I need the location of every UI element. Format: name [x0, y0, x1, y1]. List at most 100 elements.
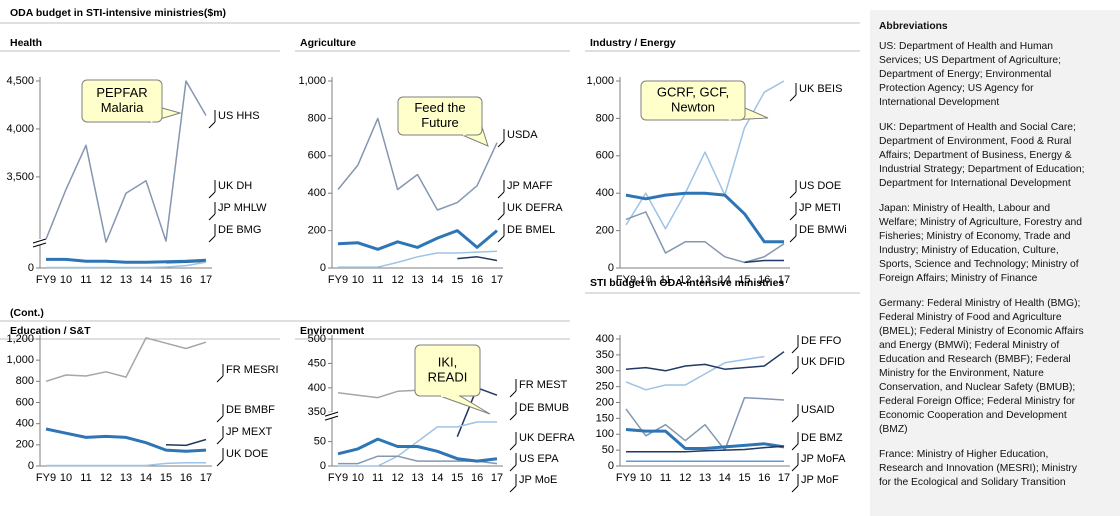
x-tick-label: 10: [352, 274, 364, 286]
panel-title: STI budget in ODA-intensive ministries: [590, 277, 784, 289]
abbreviation-line: US: Department of Health and Human: [879, 41, 1053, 52]
abbreviation-line: Department of Energy; Environmental: [879, 69, 1052, 80]
x-tick-label: 14: [140, 472, 152, 484]
x-tick-label: 16: [471, 472, 483, 484]
series-line: [46, 261, 207, 269]
series-label: UK DEFRA: [507, 202, 563, 214]
callout-box: [81, 79, 163, 123]
series-label: UK DH: [218, 180, 252, 192]
x-tick-label: 14: [719, 274, 731, 286]
x-tick-label: 10: [352, 472, 364, 484]
series-label: DE BMG: [218, 224, 261, 236]
x-tick-label: 14: [719, 472, 731, 484]
x-tick-label: 10: [60, 274, 72, 286]
callout-seam: [150, 107, 162, 123]
abbreviation-line: Federal Foreign Office; Federal Ministry…: [879, 396, 1076, 407]
callout-box: [640, 80, 746, 121]
cont-label: (Cont.): [10, 307, 44, 319]
series-label: DE BMUB: [519, 402, 569, 414]
series-line: [744, 259, 784, 264]
series-label: JP MHLW: [218, 202, 267, 214]
x-tick-label: 12: [100, 472, 112, 484]
series-line: [626, 445, 785, 453]
label-leader: [497, 213, 505, 221]
series-label: JP MAFF: [507, 180, 553, 192]
series-label: UK DEFRA: [519, 432, 575, 444]
x-tick-label: FY9: [36, 472, 56, 484]
series-line: [457, 256, 498, 262]
x-tick-label: 10: [640, 274, 652, 286]
x-tick-label: 13: [411, 274, 423, 286]
axis-break: [32, 242, 47, 248]
x-tick-label: 12: [392, 274, 404, 286]
axis-break-gap: [326, 412, 338, 419]
x-tick-label: 15: [451, 472, 463, 484]
label-leader: [208, 121, 216, 129]
series-line: [625, 428, 785, 450]
label-leader: [509, 464, 517, 472]
y-tick-label: 350: [308, 406, 326, 418]
series-line: [45, 337, 207, 383]
axis-break: [324, 415, 339, 421]
x-tick-label: FY9: [616, 274, 636, 286]
y-tick-label: 3,500: [6, 171, 34, 183]
x-tick-label: 15: [738, 472, 750, 484]
abbreviation-line: International Development: [879, 97, 1000, 108]
y-tick-label: 800: [308, 112, 326, 124]
series-label: UK DFID: [801, 356, 845, 368]
abbreviation-line: Germany: Federal Ministry of Health (BMG…: [879, 298, 1081, 309]
series-label: UK DOE: [226, 448, 268, 460]
x-tick-label: 11: [80, 274, 91, 286]
abbreviation-line: UK: Department of Health and Social Care…: [879, 122, 1076, 133]
callout-text: Feed the: [414, 100, 465, 115]
x-tick-label: 13: [411, 472, 423, 484]
x-tick-label: 17: [778, 472, 790, 484]
x-tick-label: 15: [160, 274, 172, 286]
series-line: [337, 117, 498, 211]
series-line: [45, 80, 207, 243]
label-leader: [509, 413, 517, 421]
y-tick-label: 300: [596, 365, 614, 377]
x-tick-label: 15: [451, 274, 463, 286]
abbreviation-line: Protection Agency; US Agency for: [879, 83, 1034, 94]
x-tick-label: 13: [699, 274, 711, 286]
x-tick-label: 17: [200, 472, 212, 484]
series-line: [337, 229, 498, 251]
x-tick-label: 16: [180, 472, 192, 484]
y-tick-label: 0: [28, 262, 34, 274]
y-tick-label: 4,500: [6, 75, 34, 87]
x-tick-label: 14: [431, 472, 443, 484]
y-tick-label: 200: [308, 225, 326, 237]
callout-text: READI: [428, 369, 468, 384]
y-tick-label: 400: [596, 187, 614, 199]
x-tick-label: 13: [120, 472, 132, 484]
abbreviation-line: Fisheries; Ministry of Economy, Trade an…: [879, 231, 1071, 242]
panel-title: Environment: [300, 325, 365, 337]
label-leader: [791, 443, 799, 451]
series-label: DE BMEL: [507, 224, 555, 236]
series-label: US HHS: [218, 110, 260, 122]
x-tick-label: FY9: [36, 274, 56, 286]
y-tick-label: 800: [596, 112, 614, 124]
abbreviation-line: Welfare; Ministry of Agriculture, Forest…: [879, 217, 1082, 228]
abbreviation-line: Industrial Strategy; Department of Educa…: [879, 164, 1085, 175]
abbreviations-title: Abbreviations: [879, 21, 948, 32]
label-leader: [791, 346, 799, 354]
abbreviation-paragraph: UK: Department of Health and Social Care…: [879, 121, 1120, 191]
x-tick-label: 16: [758, 274, 770, 286]
x-tick-label: 17: [200, 274, 212, 286]
x-tick-label: 16: [471, 274, 483, 286]
label-leader: [208, 191, 216, 199]
y-tick-label: 400: [308, 187, 326, 199]
series-line: [338, 421, 497, 467]
y-tick-label: 250: [596, 381, 614, 393]
abbreviation-line: Ministry for the Environment, Nature: [879, 368, 1044, 379]
y-tick-label: 50: [314, 435, 326, 447]
panel-title: Industry / Energy: [590, 37, 676, 49]
x-tick-label: 12: [100, 274, 112, 286]
callout-text: IKI,: [438, 354, 458, 369]
y-tick-label: 0: [320, 460, 326, 472]
series-line: [338, 250, 498, 268]
label-leader: [789, 94, 797, 102]
y-tick-label: 0: [608, 262, 614, 274]
